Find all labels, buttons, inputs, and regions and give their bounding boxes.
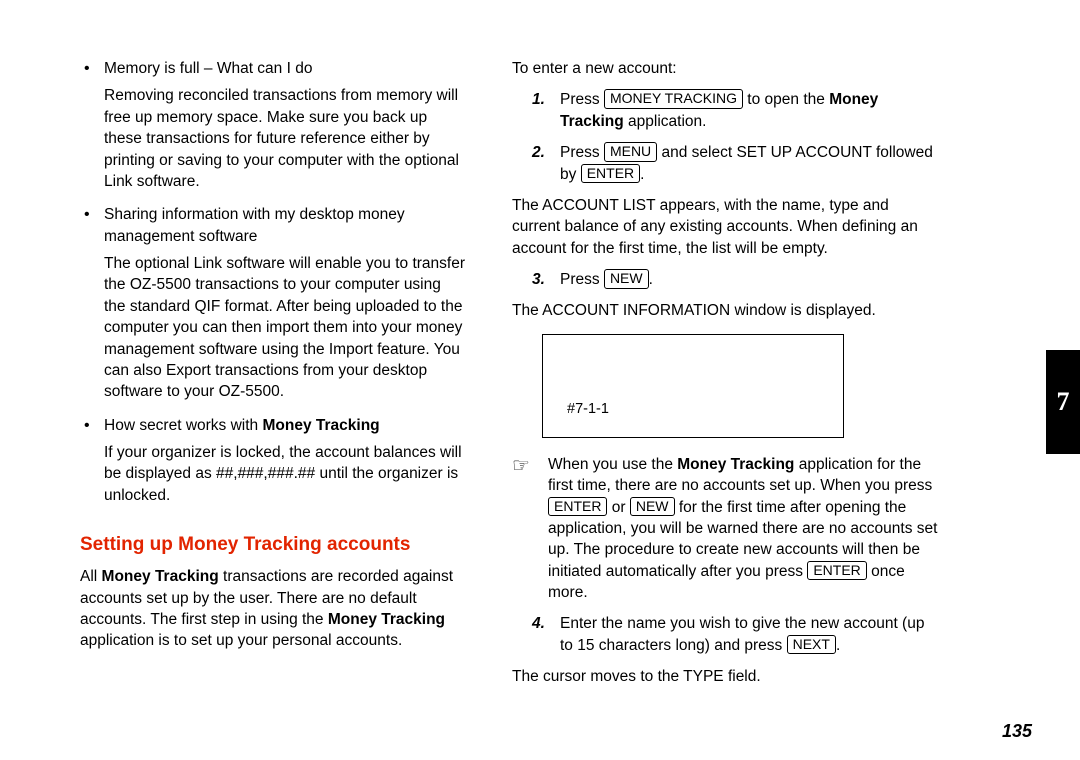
paragraph: The ACCOUNT INFORMATION window is displa… <box>512 300 938 321</box>
step-item: 4. Enter the name you wish to give the n… <box>512 613 938 656</box>
text-bold: Money Tracking <box>102 568 219 585</box>
lead-text: To enter a new account: <box>512 58 938 79</box>
keycap: ENTER <box>807 561 866 581</box>
manual-page: Memory is full – What can I do Removing … <box>0 0 1080 760</box>
bullet-body: The optional Link software will enable y… <box>104 253 466 403</box>
text: All <box>80 568 102 585</box>
step-body: Press NEW. <box>560 269 938 290</box>
step-body: Enter the name you wish to give the new … <box>560 613 938 656</box>
text: to open the <box>743 91 829 108</box>
bullet-item: Memory is full – What can I do Removing … <box>80 58 466 192</box>
keycap: NEXT <box>787 635 836 655</box>
keycap: ENTER <box>581 164 640 184</box>
text: Enter the name you wish to give the new … <box>560 615 924 653</box>
step-item: 1. Press MONEY TRACKING to open the Mone… <box>512 89 938 132</box>
text: application. <box>624 113 707 130</box>
step-body: Press MENU and select SET UP ACCOUNT fol… <box>560 142 938 185</box>
text: Press <box>560 144 604 161</box>
section-heading: Setting up Money Tracking accounts <box>80 532 466 558</box>
bullet-title: Sharing information with my desktop mone… <box>104 204 466 247</box>
bullet-item: Sharing information with my desktop mone… <box>80 204 466 402</box>
two-column-layout: Memory is full – What can I do Removing … <box>0 0 1080 698</box>
text-bold: Money Tracking <box>262 417 379 434</box>
paragraph: The cursor moves to the TYPE field. <box>512 666 938 687</box>
bullet-title: Memory is full – What can I do <box>104 58 466 79</box>
paragraph: All Money Tracking transactions are reco… <box>80 566 466 652</box>
figure-label: #7-1-1 <box>567 399 609 419</box>
note: ☞ When you use the Money Tracking applic… <box>512 454 938 604</box>
bullet-title: How secret works with Money Tracking <box>104 415 466 436</box>
step-number: 4. <box>532 613 560 656</box>
bullet-list: Memory is full – What can I do Removing … <box>80 58 466 506</box>
note-body: When you use the Money Tracking applicat… <box>548 454 938 604</box>
text: or <box>607 499 629 516</box>
text: . <box>640 166 644 183</box>
figure-placeholder: #7-1-1 <box>542 334 844 438</box>
text: Press <box>560 91 604 108</box>
keycap: NEW <box>604 269 649 289</box>
text: . <box>836 637 840 654</box>
text: When you use the <box>548 456 677 473</box>
right-column: To enter a new account: 1. Press MONEY T… <box>478 58 956 698</box>
text: . <box>649 271 653 288</box>
text: Press <box>560 271 604 288</box>
keycap: MENU <box>604 142 657 162</box>
bullet-body: If your organizer is locked, the account… <box>104 442 466 506</box>
step-number: 2. <box>532 142 560 185</box>
text: How secret works with <box>104 417 262 434</box>
text-bold: Money Tracking <box>677 456 794 473</box>
bullet-item: How secret works with Money Tracking If … <box>80 415 466 507</box>
step-body: Press MONEY TRACKING to open the Money T… <box>560 89 938 132</box>
page-number: 135 <box>1002 721 1032 742</box>
text-bold: Money Tracking <box>328 611 445 628</box>
keycap: ENTER <box>548 497 607 517</box>
keycap: NEW <box>630 497 675 517</box>
pointing-hand-icon: ☞ <box>512 454 548 604</box>
text: application is to set up your personal a… <box>80 632 402 649</box>
step-item: 3. Press NEW. <box>512 269 938 290</box>
step-number: 3. <box>532 269 560 290</box>
chapter-tab: 7 <box>1046 350 1080 454</box>
step-number: 1. <box>532 89 560 132</box>
left-column: Memory is full – What can I do Removing … <box>0 58 478 698</box>
step-item: 2. Press MENU and select SET UP ACCOUNT … <box>512 142 938 185</box>
paragraph: The ACCOUNT LIST appears, with the name,… <box>512 195 938 259</box>
bullet-body: Removing reconciled transactions from me… <box>104 85 466 192</box>
keycap: MONEY TRACKING <box>604 89 743 109</box>
